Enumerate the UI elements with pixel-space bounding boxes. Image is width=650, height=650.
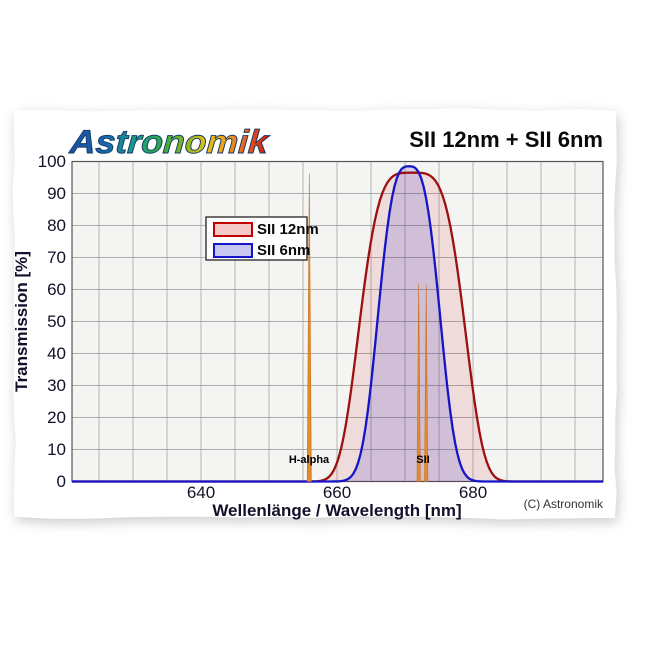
svg-text:SII: SII <box>416 454 429 466</box>
svg-text:60: 60 <box>47 280 66 299</box>
svg-text:40: 40 <box>47 344 66 363</box>
svg-text:660: 660 <box>323 483 351 502</box>
svg-text:80: 80 <box>47 216 66 235</box>
svg-text:Transmission [%]: Transmission [%] <box>12 251 31 392</box>
svg-text:30: 30 <box>47 376 66 395</box>
svg-text:Astronomik: Astronomik <box>68 124 271 161</box>
svg-text:0: 0 <box>57 472 66 491</box>
svg-text:H-alpha: H-alpha <box>289 454 330 466</box>
svg-text:50: 50 <box>47 312 66 331</box>
svg-text:Wellenlänge / Wavelength [nm]: Wellenlänge / Wavelength [nm] <box>212 501 461 520</box>
svg-text:640: 640 <box>187 483 215 502</box>
svg-text:90: 90 <box>47 184 66 203</box>
svg-text:SII 12nm: SII 12nm <box>257 221 319 238</box>
svg-text:100: 100 <box>38 152 66 171</box>
svg-text:10: 10 <box>47 440 66 459</box>
svg-text:(C) Astronomik: (C) Astronomik <box>524 497 604 511</box>
svg-text:SII 6nm: SII 6nm <box>257 242 310 259</box>
svg-text:70: 70 <box>47 248 66 267</box>
svg-text:680: 680 <box>459 483 487 502</box>
svg-text:SII 12nm + SII 6nm: SII 12nm + SII 6nm <box>409 127 603 152</box>
svg-text:20: 20 <box>47 408 66 427</box>
